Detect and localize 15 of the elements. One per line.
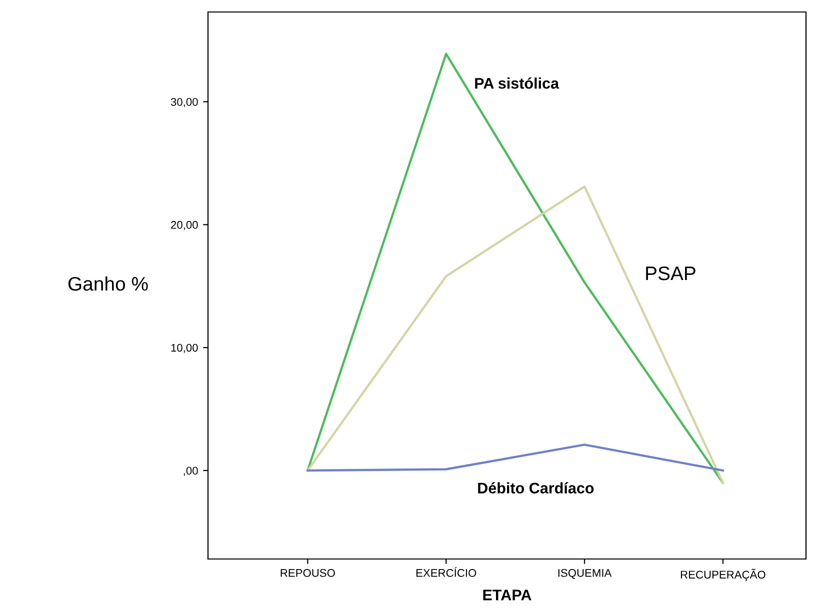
series-label: PSAP [646,266,696,280]
x-tick-label: RECUPERAÇÃO [680,568,766,581]
x-tick-label: EXERCÍCIO [416,567,476,577]
series-label: PA sistólica [475,77,560,89]
series-label: Débito Cardíaco [478,482,594,494]
line-series [306,185,724,484]
x-axis-title: ETAPA [483,590,532,600]
x-tick-label: ISQUEMIA [558,569,612,579]
y-tick-label: 10,00 [171,344,198,354]
y-axis-title: Ganho % [68,276,148,291]
line-series [306,52,724,484]
y-tick-label: ,00 [184,466,198,476]
y-tick-label: 20,00 [171,220,198,230]
y-tick-label: 30,00 [170,98,198,108]
x-tick-label: REPOUSO [280,569,335,577]
